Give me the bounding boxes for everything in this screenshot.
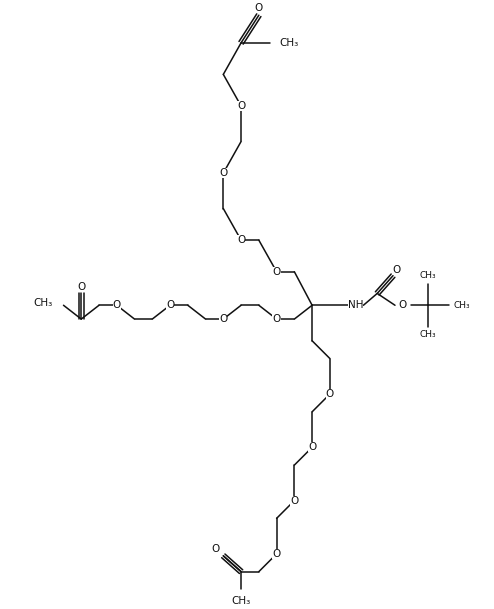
Text: O: O [237, 101, 245, 111]
Text: O: O [113, 300, 121, 310]
Text: O: O [219, 314, 227, 324]
Text: CH₃: CH₃ [232, 596, 251, 607]
Text: CH₃: CH₃ [34, 298, 53, 308]
Text: O: O [399, 300, 407, 310]
Text: O: O [77, 281, 85, 292]
Text: O: O [290, 496, 298, 505]
Text: O: O [219, 168, 227, 178]
Text: O: O [166, 300, 174, 310]
Text: O: O [273, 549, 281, 559]
Text: CH₃: CH₃ [419, 271, 436, 280]
Text: O: O [273, 314, 281, 324]
Text: CH₃: CH₃ [454, 301, 470, 310]
Text: O: O [308, 442, 316, 452]
Text: O: O [273, 267, 281, 276]
Text: O: O [255, 3, 263, 13]
Text: CH₃: CH₃ [419, 330, 436, 339]
Text: O: O [326, 389, 334, 399]
Text: O: O [393, 265, 401, 275]
Text: NH: NH [348, 300, 363, 310]
Text: O: O [211, 544, 219, 554]
Text: CH₃: CH₃ [280, 38, 299, 48]
Text: O: O [237, 235, 245, 245]
